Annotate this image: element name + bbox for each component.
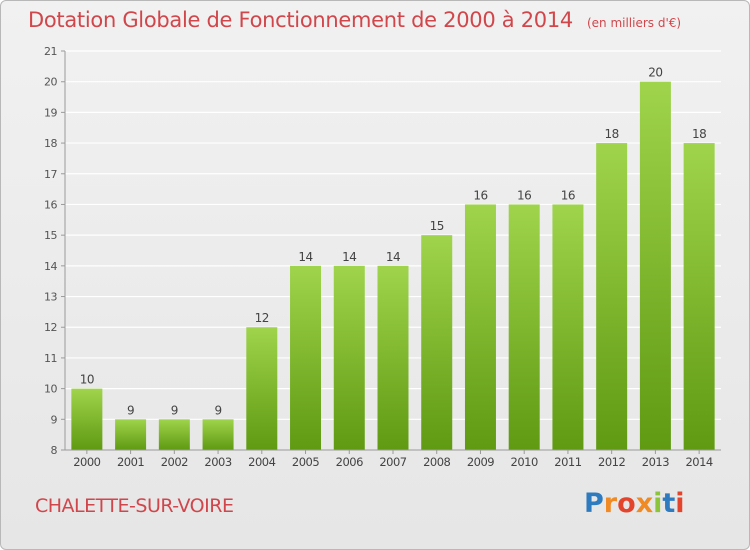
bar-2014 bbox=[683, 143, 715, 451]
y-tick-label: 8 bbox=[51, 444, 58, 457]
x-tick-label: 2005 bbox=[292, 455, 319, 469]
x-tick-label: 2010 bbox=[511, 455, 538, 469]
y-tick-label: 19 bbox=[44, 106, 57, 119]
bar-2003 bbox=[202, 419, 234, 450]
axes bbox=[61, 50, 721, 454]
bar-2005 bbox=[290, 265, 322, 450]
bar-value-label: 16 bbox=[517, 188, 531, 202]
bar-value-label: 15 bbox=[430, 219, 444, 233]
logo-letter: x bbox=[635, 488, 654, 519]
bar-value-label: 20 bbox=[648, 66, 662, 80]
y-tick-label: 16 bbox=[44, 198, 57, 211]
y-tick-label: 11 bbox=[44, 352, 57, 365]
y-tick-label: 17 bbox=[44, 168, 57, 181]
bar-2006 bbox=[333, 265, 365, 450]
y-tick-label: 12 bbox=[44, 321, 57, 334]
bar-value-label: 9 bbox=[214, 403, 221, 417]
x-tick-label: 2008 bbox=[423, 455, 450, 469]
bar-2012 bbox=[596, 143, 628, 451]
x-tick-label: 2002 bbox=[161, 455, 188, 469]
logo-letter: t bbox=[662, 488, 676, 519]
bar-2011 bbox=[552, 204, 584, 450]
y-tick-label: 14 bbox=[44, 260, 57, 273]
x-tick-label: 2012 bbox=[598, 455, 625, 469]
bar-2004 bbox=[246, 327, 278, 450]
logo-letter: i bbox=[653, 488, 663, 519]
logo-letter: o bbox=[617, 488, 636, 519]
x-tick-label: 2003 bbox=[204, 455, 231, 469]
x-tick-label: 2006 bbox=[336, 455, 363, 469]
chart-title-block: Dotation Globale de Fonctionnement de 20… bbox=[28, 8, 681, 32]
bar-2008 bbox=[421, 235, 453, 450]
logo-letter: i bbox=[675, 488, 685, 519]
bar-2000 bbox=[71, 388, 103, 450]
bar-2002 bbox=[158, 419, 190, 450]
labels: 8 9 10 11 12 13 14 15 16 17 18 19 20 21 10 2000 9 2001 9 20… bbox=[44, 45, 713, 469]
y-tick-label: 10 bbox=[44, 383, 57, 396]
bar-value-label: 10 bbox=[80, 373, 94, 387]
x-tick-label: 2000 bbox=[73, 455, 100, 469]
bar-value-label: 9 bbox=[171, 403, 178, 417]
y-tick-label: 18 bbox=[44, 137, 57, 150]
bar-value-label: 14 bbox=[386, 250, 400, 264]
chart-unit: (en milliers d'€) bbox=[586, 16, 682, 30]
bar-value-label: 12 bbox=[255, 311, 269, 325]
x-tick-label: 2014 bbox=[685, 455, 712, 469]
x-tick-label: 2004 bbox=[248, 455, 275, 469]
bar-value-label: 18 bbox=[692, 127, 706, 141]
logo-letter: r bbox=[603, 488, 618, 519]
bar-value-label: 9 bbox=[127, 403, 134, 417]
bar-value-label: 14 bbox=[298, 250, 312, 264]
x-tick-label: 2001 bbox=[117, 455, 144, 469]
x-tick-label: 2007 bbox=[379, 455, 406, 469]
bar-2001 bbox=[115, 419, 147, 450]
x-tick-label: 2009 bbox=[467, 455, 494, 469]
y-tick-label: 13 bbox=[44, 291, 57, 304]
y-tick-label: 9 bbox=[51, 413, 58, 426]
bars bbox=[71, 81, 715, 451]
y-tick-label: 15 bbox=[44, 229, 57, 242]
y-tick-label: 20 bbox=[44, 76, 57, 89]
chart-title: Dotation Globale de Fonctionnement de 20… bbox=[28, 8, 573, 32]
bar-2010 bbox=[508, 204, 540, 450]
bar-2013 bbox=[639, 81, 671, 450]
logo-letter: P bbox=[584, 488, 604, 519]
bar-value-label: 18 bbox=[605, 127, 619, 141]
bar-2009 bbox=[464, 204, 496, 450]
bar-value-label: 16 bbox=[561, 188, 575, 202]
proxiti-logo: Proxiti bbox=[584, 488, 685, 519]
bar-2007 bbox=[377, 265, 409, 450]
x-tick-label: 2011 bbox=[554, 455, 581, 469]
y-tick-label: 21 bbox=[44, 45, 57, 58]
bar-value-label: 14 bbox=[342, 250, 356, 264]
commune-name: CHALETTE-SUR-VOIRE bbox=[35, 495, 234, 517]
bar-value-label: 16 bbox=[473, 188, 487, 202]
x-tick-label: 2013 bbox=[642, 455, 669, 469]
